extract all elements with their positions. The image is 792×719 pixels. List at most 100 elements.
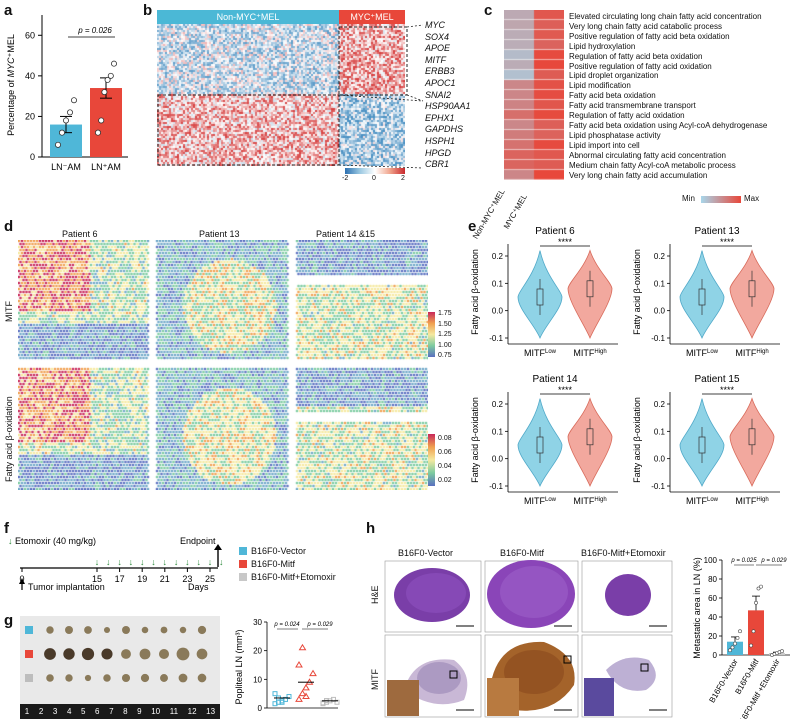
pathway-term: Medium chain fatty Acyl-coA metabolic pr… bbox=[569, 160, 736, 170]
significance: **** bbox=[720, 385, 735, 395]
y-tick: 0.1 bbox=[654, 427, 666, 436]
lymph-node bbox=[179, 626, 187, 634]
day-tick: 15 bbox=[92, 574, 102, 584]
x-category: MITFLow bbox=[524, 348, 557, 358]
pathway-term: Positive regulation of fatty acid beta o… bbox=[569, 31, 730, 41]
ruler-tick: 7 bbox=[109, 707, 114, 716]
ruler-tick: 13 bbox=[206, 707, 216, 716]
y-tick: 0.2 bbox=[654, 400, 666, 409]
heatmap-b-colorbar bbox=[345, 168, 405, 174]
pathway-term: Lipid modification bbox=[569, 81, 631, 91]
lymph-node-photo bbox=[20, 616, 220, 704]
ruler-tick: 5 bbox=[80, 707, 86, 716]
lymph-node bbox=[122, 626, 130, 634]
data-point bbox=[749, 643, 753, 648]
lymph-node bbox=[160, 674, 168, 682]
dose-arrow-icon: ↓ bbox=[174, 557, 179, 567]
x-category: MITFLow bbox=[524, 496, 557, 506]
data-point bbox=[295, 661, 303, 668]
lymph-node bbox=[178, 673, 188, 683]
scale-d-fao-ticks: 0.08 0.06 0.04 0.02 bbox=[438, 432, 452, 488]
y-tick: 0 bbox=[713, 651, 718, 660]
data-point bbox=[283, 696, 288, 702]
data-point bbox=[334, 699, 340, 705]
ruler-tick: 6 bbox=[95, 707, 100, 716]
pathway-term-list: Elevated circulating long chain fatty ac… bbox=[569, 12, 767, 180]
scale-tick: 0.08 bbox=[438, 435, 452, 442]
pathway-heatmap bbox=[504, 10, 564, 180]
gene-label: CBR1 bbox=[425, 159, 450, 170]
data-point bbox=[295, 695, 303, 702]
gene-list: MYC SOX4 APOE MITF ERBB3 APOC1 SNAI2 HSP90AA1 EP… bbox=[425, 20, 471, 171]
data-point bbox=[302, 692, 310, 700]
pathway-term: Positive regulation of fatty acid oxidat… bbox=[569, 61, 712, 71]
dose-arrow-icon: ↓ bbox=[140, 557, 145, 567]
ruler-tick: 1 bbox=[24, 707, 30, 716]
row-marker-mitf bbox=[25, 650, 33, 658]
y-tick: 10 bbox=[253, 675, 262, 684]
data-point bbox=[751, 629, 756, 634]
violin-shape bbox=[729, 249, 775, 340]
x-category: B16F0-Vector bbox=[707, 657, 739, 704]
violin-title: Patient 13 bbox=[694, 226, 739, 237]
y-tick: 80 bbox=[708, 575, 717, 584]
etomoxir-arrow-icon: ↓ bbox=[8, 536, 13, 546]
scale-c-max: Max bbox=[744, 194, 760, 203]
row-marker-vector bbox=[25, 626, 33, 634]
data-point bbox=[733, 641, 737, 646]
scale-tick: 0.75 bbox=[438, 352, 452, 359]
ruler-tick: 12 bbox=[187, 707, 197, 716]
dose-arrow-icon: ↓ bbox=[95, 557, 100, 567]
scale-tick: 1.25 bbox=[438, 331, 452, 338]
panel-letter-b: b bbox=[143, 2, 153, 19]
data-point bbox=[756, 586, 761, 591]
x-category: MITFHigh bbox=[735, 496, 768, 506]
data-point bbox=[59, 129, 66, 136]
scale-tick: 1.00 bbox=[438, 341, 452, 349]
lymph-node bbox=[197, 625, 207, 635]
y-tick: 20 bbox=[708, 632, 717, 641]
data-point bbox=[298, 689, 307, 697]
patient-13-label: Patient 13 bbox=[199, 229, 240, 239]
row-label-mitf-ihc: MITF bbox=[370, 669, 380, 690]
lymph-node bbox=[84, 626, 92, 634]
row-label-fao: Fatty acid β-oxidation bbox=[4, 396, 14, 482]
legend-f: B16F0-Vector B16F0-Mitf B16F0-Mitf+Etomoxi… bbox=[239, 545, 336, 584]
violin-ylabel: Fatty acid β-oxidation bbox=[632, 397, 642, 483]
panel-a-chart: Percentage of MYC⁺MEL 0 20 40 60 LN⁻AM LN⁺AM… bbox=[6, 15, 128, 172]
scale-d-mitf-ticks: 1.75 1.50 1.25 1.00 0.75 bbox=[438, 309, 452, 362]
panel-letter-a: a bbox=[4, 2, 13, 19]
legend-item: B16F0-Mitf bbox=[239, 558, 336, 570]
y-tick: 0 bbox=[258, 704, 263, 713]
data-point bbox=[754, 600, 758, 605]
dose-arrow-icon: ↓ bbox=[163, 557, 168, 567]
violin-ylabel: Fatty acid β-oxidation bbox=[632, 249, 642, 335]
data-point bbox=[738, 629, 742, 634]
legend-swatch bbox=[239, 547, 247, 555]
panel-a-ylabel: Percentage of MYC⁺MEL bbox=[6, 34, 16, 136]
x-category: LN⁺AM bbox=[91, 162, 121, 172]
heatmap-b-boxes bbox=[157, 24, 424, 169]
lymph-node bbox=[103, 674, 111, 682]
endpoint-label: Endpoint bbox=[180, 536, 216, 546]
lymph-node bbox=[141, 626, 149, 634]
lymph-node bbox=[158, 648, 170, 660]
lymph-node bbox=[101, 648, 113, 660]
gene-label: EPHX1 bbox=[425, 112, 455, 123]
y-tick: 60 bbox=[25, 30, 35, 40]
violin-shape bbox=[679, 398, 725, 488]
y-tick: 0.2 bbox=[654, 252, 666, 261]
data-point bbox=[63, 117, 70, 124]
lymph-node bbox=[84, 674, 92, 682]
col-label-vector: B16F0-Vector bbox=[398, 548, 454, 558]
heatmap-c-colorbar bbox=[701, 196, 741, 203]
lymph-node bbox=[197, 673, 207, 683]
y-tick: 0.0 bbox=[492, 455, 504, 464]
x-category: MITFHigh bbox=[573, 348, 606, 358]
y-tick: 0.2 bbox=[492, 252, 504, 261]
data-point bbox=[759, 584, 763, 589]
significance: **** bbox=[558, 237, 573, 247]
spatial-maps bbox=[18, 240, 428, 490]
violin-plot: Patient 13 Fatty acid β-oxidation 0.2 0.1 0.… bbox=[632, 226, 780, 358]
x-category: MITFHigh bbox=[735, 348, 768, 358]
